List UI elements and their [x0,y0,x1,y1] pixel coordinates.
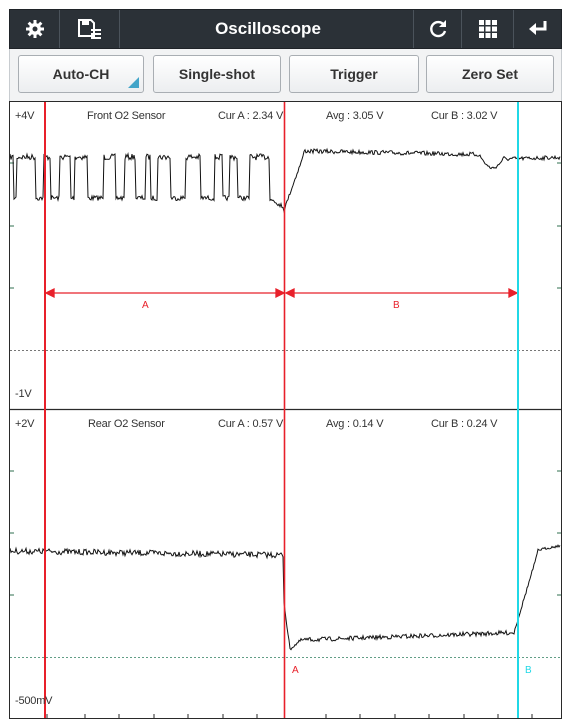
ch2-top-scale: +2V [15,418,35,430]
measure-arrows [44,287,519,299]
back-button[interactable] [513,10,562,48]
settings-button[interactable] [10,10,60,48]
title-bar: Oscilloscope [9,9,562,49]
trigger-button[interactable]: Trigger [289,55,419,93]
single-shot-button[interactable]: Single-shot [153,55,281,93]
oscilloscope-display[interactable]: +4V Front O2 Sensor Cur A : 2.34 V Avg :… [9,101,562,719]
gear-icon [25,20,44,38]
segment-a-label: A [142,300,149,311]
zero-set-label: Zero Set [461,66,518,82]
auto-ch-button[interactable]: Auto-CH [18,55,144,93]
arrow-a-right-icon [275,287,286,299]
refresh-icon [429,20,446,38]
grid-icon [478,20,497,38]
ch2-cur-a: Cur A : 0.57 V [218,418,284,430]
page-title: Oscilloscope [215,19,321,38]
ch1-cur-a: Cur A : 2.34 V [218,110,284,122]
vertical-ticks [10,162,561,596]
back-icon [529,21,547,35]
ch2-bottom-scale: -500mV [15,695,53,707]
zero-set-button[interactable]: Zero Set [426,55,554,93]
time-ticks [46,714,533,718]
auto-ch-label: Auto-CH [52,66,110,82]
ch2-name: Rear O2 Sensor [88,418,165,430]
dropdown-corner-icon [128,77,139,88]
cursor-b-label: B [525,665,532,676]
ch2-cur-b: Cur B : 0.24 V [431,418,498,430]
ch1-avg: Avg : 3.05 V [326,110,384,122]
save-button[interactable] [60,10,120,48]
toolbar: Auto-CH Single-shot Trigger Zero Set [9,49,562,101]
ch1-bottom-scale: -1V [15,388,32,400]
ch1-cur-b: Cur B : 3.02 V [431,110,498,122]
arrow-b-left-icon [284,287,295,299]
arrow-a-left-icon [44,287,55,299]
segment-b-label: B [393,300,400,311]
arrow-b-right-icon [508,287,519,299]
trigger-label: Trigger [330,66,378,82]
single-shot-label: Single-shot [178,66,256,82]
cursor-a-label: A [292,665,299,676]
ch1-top-scale: +4V [15,110,35,122]
save-list-icon [77,19,101,39]
ch1-name: Front O2 Sensor [87,110,166,122]
ch2-avg: Avg : 0.14 V [326,418,384,430]
scope-canvas[interactable] [10,102,561,718]
layout-button[interactable] [461,10,513,48]
refresh-button[interactable] [413,10,461,48]
